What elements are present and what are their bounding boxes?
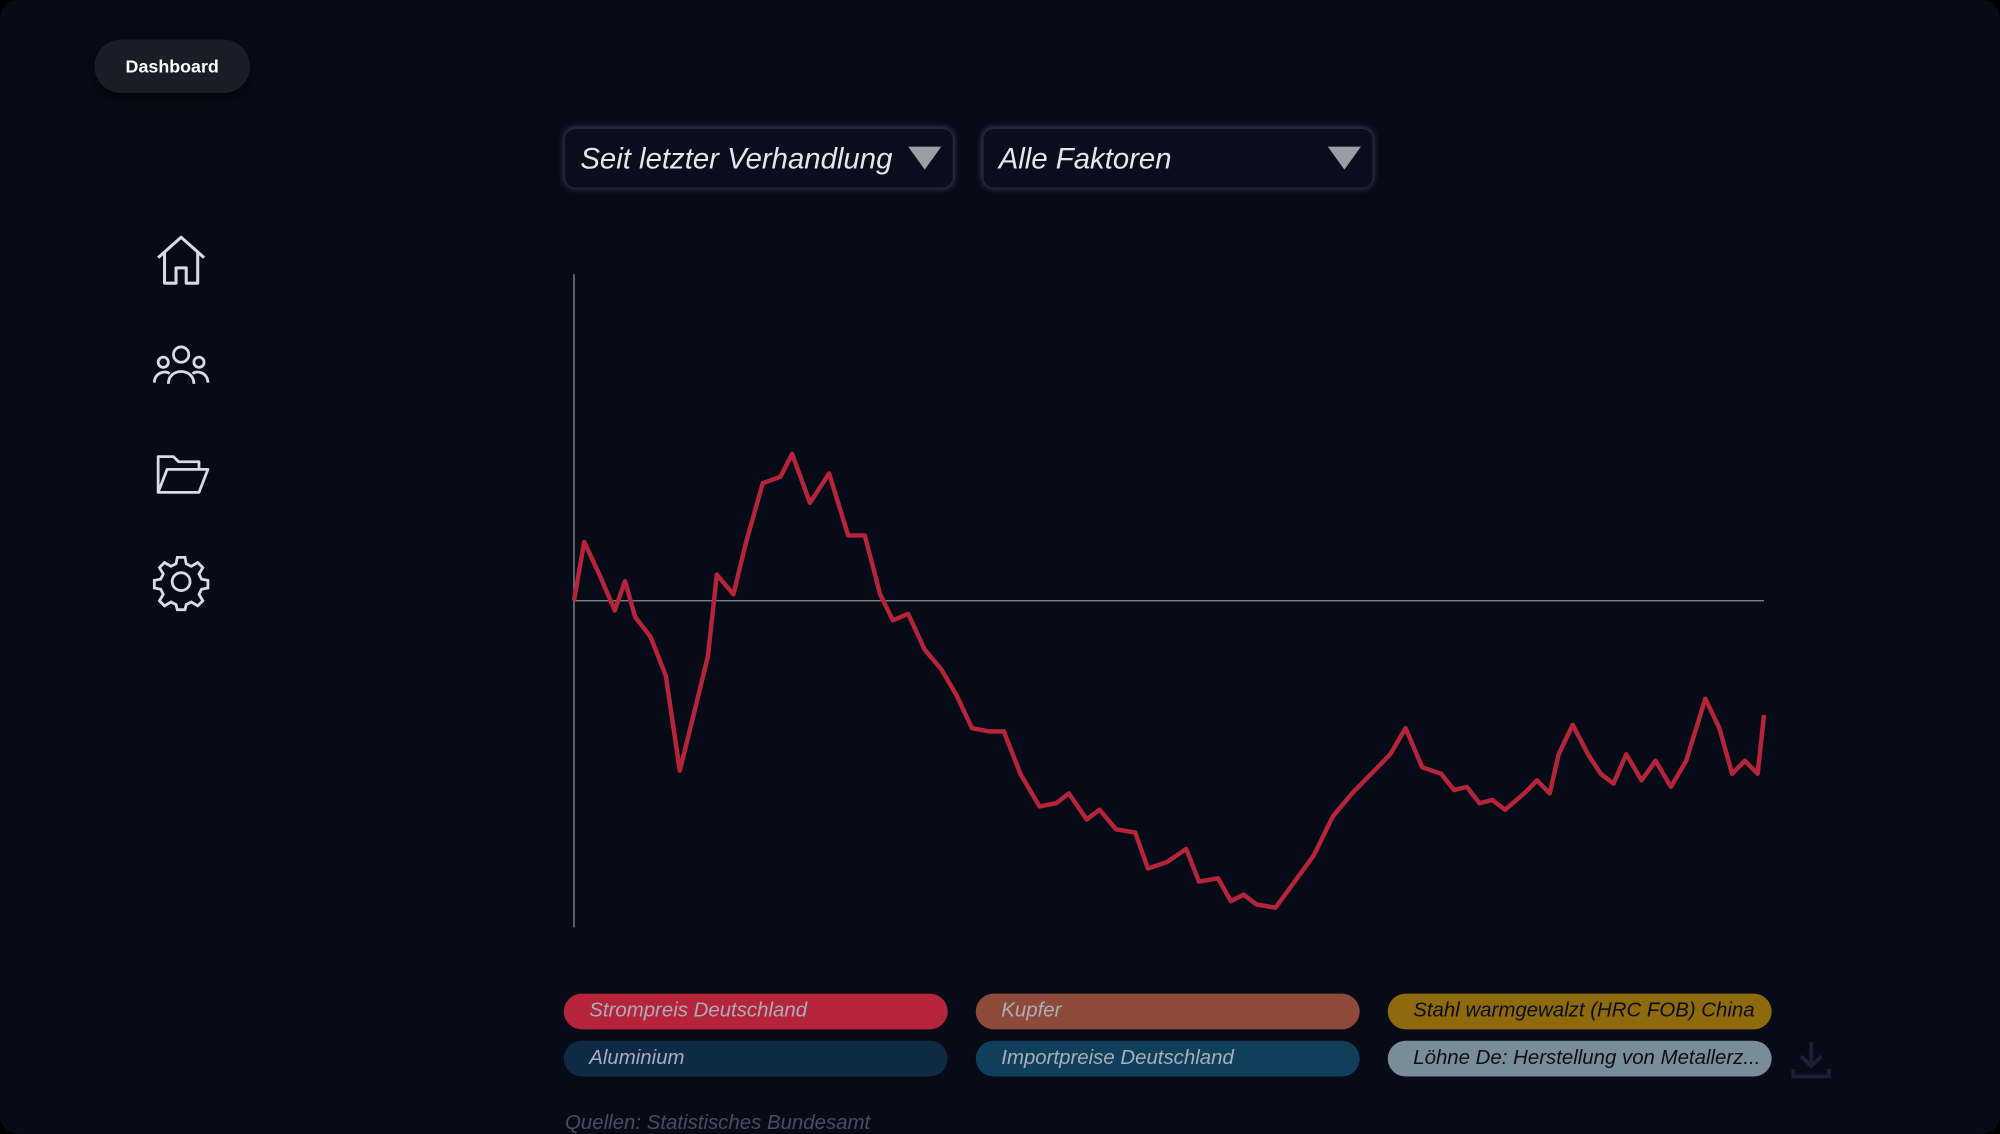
legend-item[interactable]: Löhne De: Herstellung von Metallerz... — [1387, 1040, 1772, 1077]
legend-item[interactable]: Aluminium — [563, 1040, 948, 1077]
team-icon[interactable] — [151, 337, 212, 398]
folder-icon[interactable] — [151, 444, 212, 505]
legend-item[interactable]: Kupfer — [975, 993, 1360, 1030]
period-dropdown[interactable]: Seit letzter Verhandlung — [565, 128, 953, 188]
dropdown-arrow — [1327, 146, 1361, 170]
dropdown-label: Seit letzter Verhandlung — [580, 140, 893, 175]
legend-item[interactable]: Stahl warmgewalzt (HRC FOB) China — [1387, 993, 1772, 1030]
dropdown-label: Alle Faktoren — [998, 140, 1172, 175]
dropdown-arrow — [908, 146, 942, 170]
home-icon[interactable] — [151, 230, 212, 291]
dashboard-button[interactable]: Dashboard — [94, 39, 250, 94]
factor-dropdown[interactable]: Alle Faktoren — [983, 128, 1373, 188]
download-icon[interactable] — [1788, 1038, 1834, 1081]
data-line — [571, 451, 1767, 910]
settings-icon[interactable] — [151, 551, 212, 612]
legend-item[interactable]: Strompreis Deutschland — [563, 993, 948, 1030]
source-note: Quellen: Statistisches Bundesamt — [565, 1112, 871, 1134]
legend-item[interactable]: Importpreise Deutschland — [975, 1040, 1360, 1077]
